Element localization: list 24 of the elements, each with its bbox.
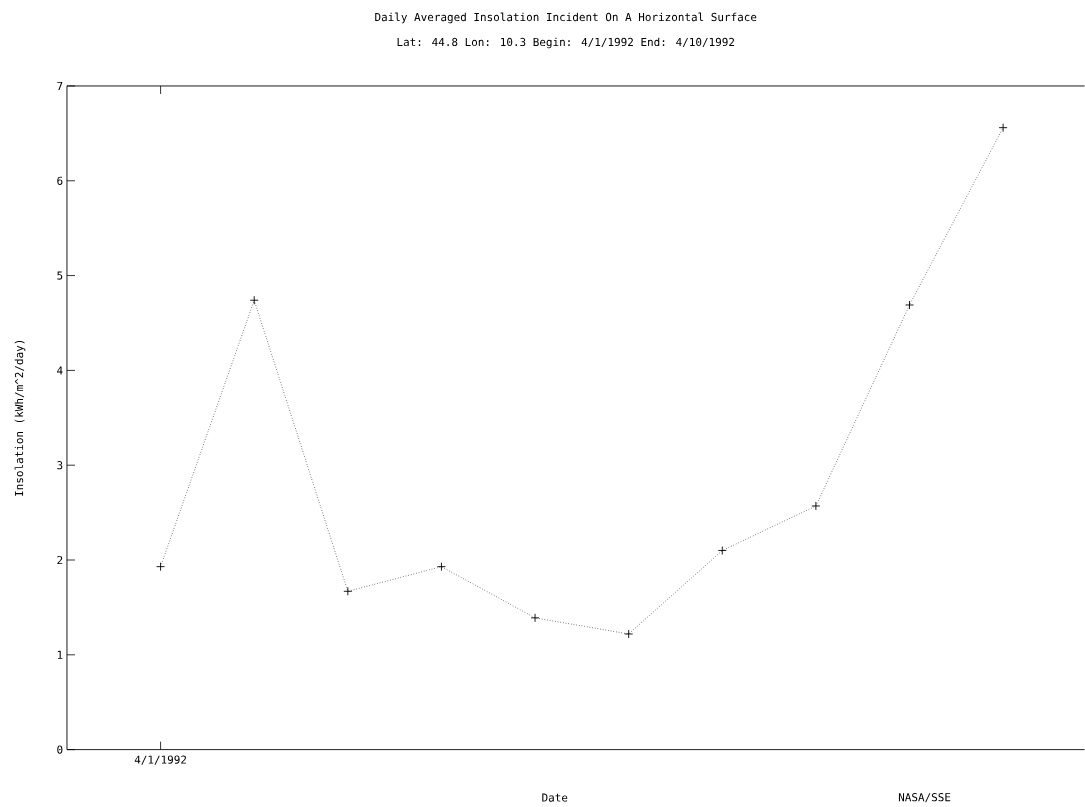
point: [436, 562, 446, 572]
y-tick-label: 0: [57, 745, 63, 754]
point: [905, 300, 914, 310]
y-tick-label: 6: [57, 176, 63, 186]
y-tick-label: 4: [57, 366, 63, 375]
point: [811, 501, 821, 511]
point: [343, 587, 353, 596]
chart-title: Daily Averaged Insolation Incident On A Horizontal Surface: [375, 12, 757, 24]
x-tick-label: 4/1/1992: [134, 755, 187, 765]
y-tick-label: 2: [57, 556, 63, 565]
point: [530, 613, 540, 623]
point: [998, 123, 1008, 133]
x-axis-title: Date: [542, 793, 568, 802]
y-tick-label: 1: [57, 651, 63, 659]
text: NASA/SSE: [898, 793, 951, 803]
y-tick-label: 7: [57, 82, 63, 91]
y-tick-label: 5: [57, 271, 63, 280]
y-axis-title: Insolation (kWh/m^2/day): [14, 341, 26, 497]
y-tick-label: 3: [57, 461, 63, 470]
point: [156, 562, 166, 572]
point: [717, 546, 727, 556]
point: [249, 295, 259, 305]
chart-subtitle: Lat: 44.8 Lon: 10.3 Begin: 4/1/1992 End: 4/10/1992: [397, 37, 735, 49]
point: [624, 629, 634, 639]
